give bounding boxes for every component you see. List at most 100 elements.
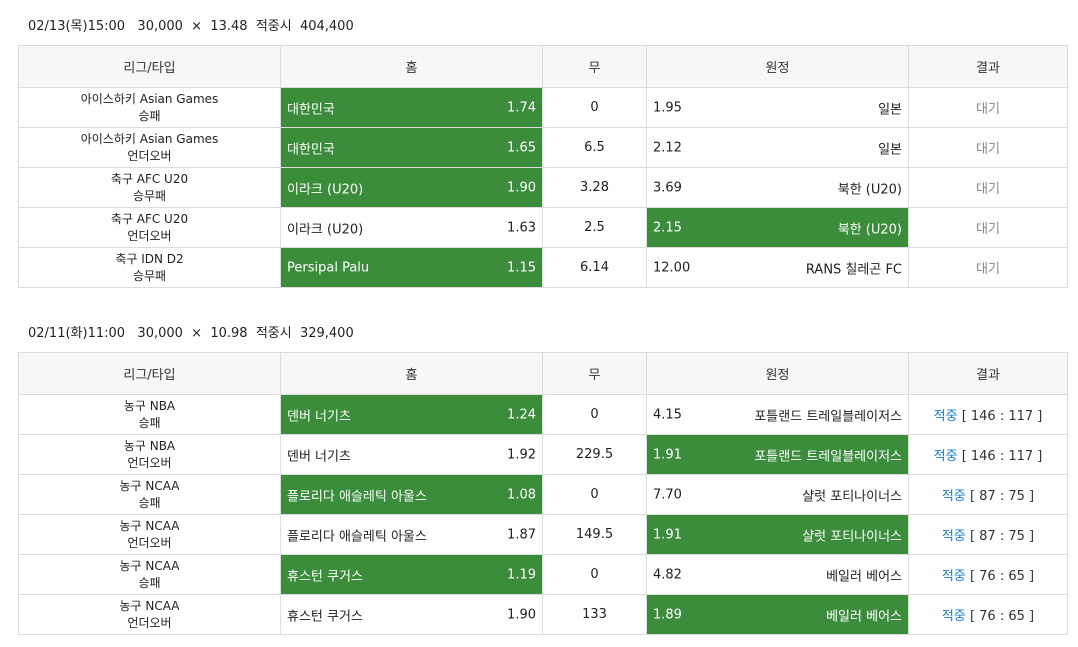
away-team: 북한 (U20) <box>837 182 902 197</box>
away-team: 일본 <box>878 102 902 117</box>
away-team: 샬럿 포티나이너스 <box>802 489 902 504</box>
draw-odds[interactable]: 0 <box>542 474 647 515</box>
bet-type: 언더오버 <box>127 455 172 470</box>
result-status: 대기 <box>908 247 1068 288</box>
away-odds: 1.89 <box>653 607 682 622</box>
header-result: 결과 <box>908 45 1068 88</box>
hit-label: 적중 <box>933 449 958 464</box>
home-odds: 1.63 <box>507 220 536 235</box>
table-row: 농구 NCAA 승패 플로리다 애슬레틱 아울스 1.08 0 7.70 샬럿 포티나… <box>18 474 1068 515</box>
home-pick[interactable]: 덴버 너기츠 1.92 <box>280 434 543 475</box>
away-odds: 4.82 <box>653 567 682 582</box>
away-pick[interactable]: 4.82 베일러 베어스 <box>646 554 909 595</box>
result-cell: 적중 [ 146 : 117 ] <box>908 394 1068 435</box>
slip-summary: 02/13(목)15:00 30,000 × 13.48 적중시 404,400 <box>28 19 354 34</box>
away-odds: 4.15 <box>653 407 682 422</box>
draw-odds[interactable]: 133 <box>542 594 647 635</box>
home-team: 이라크 (U20) <box>287 222 364 237</box>
league-cell: 농구 NCAA 언더오버 <box>18 594 281 635</box>
draw-odds[interactable]: 0 <box>542 554 647 595</box>
home-team: 플로리다 애슬레틱 아울스 <box>287 489 427 504</box>
bet-slip-table: 리그/타입 홈 무 원정 결과 아이스하키 Asian Games 승패 대한민국… <box>18 45 1068 288</box>
home-pick[interactable]: 플로리다 애슬레틱 아울스 1.08 <box>280 474 543 515</box>
home-pick[interactable]: 덴버 너기츠 1.24 <box>280 394 543 435</box>
league-cell: 아이스하키 Asian Games 언더오버 <box>18 127 281 168</box>
home-team: 대한민국 <box>287 102 335 117</box>
table-row: 축구 AFC U20 승무패 이라크 (U20) 1.90 3.28 3.69 북한 … <box>18 167 1068 208</box>
home-pick[interactable]: 이라크 (U20) 1.63 <box>280 207 543 248</box>
away-pick[interactable]: 1.89 베일러 베어스 <box>646 594 909 635</box>
header-league: 리그/타입 <box>18 45 281 88</box>
table-row: 축구 IDN D2 승무패 Persipal Palu 1.15 6.14 12.0… <box>18 247 1068 288</box>
draw-odds[interactable]: 6.14 <box>542 247 647 288</box>
home-pick[interactable]: 대한민국 1.65 <box>280 127 543 168</box>
home-pick[interactable]: 휴스턴 쿠거스 1.90 <box>280 594 543 635</box>
bet-slip-table: 리그/타입 홈 무 원정 결과 농구 NBA 승패 덴버 너기츠 1.24 0 4.… <box>18 352 1068 635</box>
final-score: [ 146 : 117 ] <box>961 449 1043 464</box>
bet-type: 승무패 <box>132 268 167 283</box>
away-pick[interactable]: 4.15 포틀랜드 트레일블레이저스 <box>646 394 909 435</box>
away-pick[interactable]: 2.12 일본 <box>646 127 909 168</box>
away-pick[interactable]: 12.00 RANS 칠레곤 FC <box>646 247 909 288</box>
away-team: 포틀랜드 트레일블레이저스 <box>754 409 902 424</box>
bet-type: 언더오버 <box>127 615 172 630</box>
draw-odds[interactable]: 0 <box>542 394 647 435</box>
home-pick[interactable]: Persipal Palu 1.15 <box>280 247 543 288</box>
table-row: 농구 NCAA 언더오버 플로리다 애슬레틱 아울스 1.87 149.5 1.91… <box>18 514 1068 555</box>
away-odds: 7.70 <box>653 487 682 502</box>
result-cell: 적중 [ 87 : 75 ] <box>908 514 1068 555</box>
draw-odds[interactable]: 0 <box>542 87 647 128</box>
bet-type: 승패 <box>138 108 161 123</box>
hit-label: 적중 <box>941 569 966 584</box>
header-away: 원정 <box>646 45 909 88</box>
draw-odds[interactable]: 3.28 <box>542 167 647 208</box>
away-pick[interactable]: 7.70 샬럿 포티나이너스 <box>646 474 909 515</box>
away-odds: 2.12 <box>653 140 682 155</box>
table-row: 축구 AFC U20 언더오버 이라크 (U20) 1.63 2.5 2.15 북한 … <box>18 207 1068 248</box>
league-name: 농구 NBA <box>123 398 176 413</box>
away-pick[interactable]: 1.91 샬럿 포티나이너스 <box>646 514 909 555</box>
home-pick[interactable]: 휴스턴 쿠거스 1.19 <box>280 554 543 595</box>
final-score: [ 146 : 117 ] <box>961 409 1043 424</box>
header-result: 결과 <box>908 352 1068 395</box>
away-odds: 1.95 <box>653 100 682 115</box>
home-pick[interactable]: 이라크 (U20) 1.90 <box>280 167 543 208</box>
hit-label: 적중 <box>941 489 966 504</box>
result-status: 대기 <box>908 127 1068 168</box>
away-pick[interactable]: 2.15 북한 (U20) <box>646 207 909 248</box>
away-odds: 1.91 <box>653 447 682 462</box>
away-odds: 12.00 <box>653 260 691 275</box>
home-odds: 1.08 <box>507 487 536 502</box>
result-cell: 적중 [ 87 : 75 ] <box>908 474 1068 515</box>
draw-odds[interactable]: 229.5 <box>542 434 647 475</box>
league-name: 축구 IDN D2 <box>115 251 184 266</box>
bet-type: 승패 <box>138 415 161 430</box>
away-pick[interactable]: 1.91 포틀랜드 트레일블레이저스 <box>646 434 909 475</box>
draw-odds[interactable]: 6.5 <box>542 127 647 168</box>
final-score: [ 87 : 75 ] <box>969 529 1035 544</box>
away-team: 북한 (U20) <box>837 222 902 237</box>
home-team: 휴스턴 쿠거스 <box>287 609 363 624</box>
draw-odds[interactable]: 149.5 <box>542 514 647 555</box>
home-odds: 1.92 <box>507 447 536 462</box>
draw-odds[interactable]: 2.5 <box>542 207 647 248</box>
bet-type: 승패 <box>138 495 161 510</box>
hit-label: 적중 <box>941 609 966 624</box>
home-team: 대한민국 <box>287 142 335 157</box>
result-status: 대기 <box>908 167 1068 208</box>
table-row: 농구 NBA 언더오버 덴버 너기츠 1.92 229.5 1.91 포틀랜드 트레일… <box>18 434 1068 475</box>
header-away: 원정 <box>646 352 909 395</box>
table-row: 농구 NCAA 승패 휴스턴 쿠거스 1.19 0 4.82 베일러 베어스 적중 [… <box>18 554 1068 595</box>
bet-type: 승무패 <box>132 188 167 203</box>
table-row: 아이스하키 Asian Games 언더오버 대한민국 1.65 6.5 2.12 일… <box>18 127 1068 168</box>
home-team: 플로리다 애슬레틱 아울스 <box>287 529 427 544</box>
table-header-row: 리그/타입 홈 무 원정 결과 <box>18 352 1068 395</box>
away-pick[interactable]: 1.95 일본 <box>646 87 909 128</box>
away-pick[interactable]: 3.69 북한 (U20) <box>646 167 909 208</box>
bet-type: 승패 <box>138 575 161 590</box>
home-pick[interactable]: 대한민국 1.74 <box>280 87 543 128</box>
away-odds: 2.15 <box>653 220 682 235</box>
home-pick[interactable]: 플로리다 애슬레틱 아울스 1.87 <box>280 514 543 555</box>
home-team: Persipal Palu <box>287 260 370 275</box>
league-cell: 농구 NCAA 언더오버 <box>18 514 281 555</box>
